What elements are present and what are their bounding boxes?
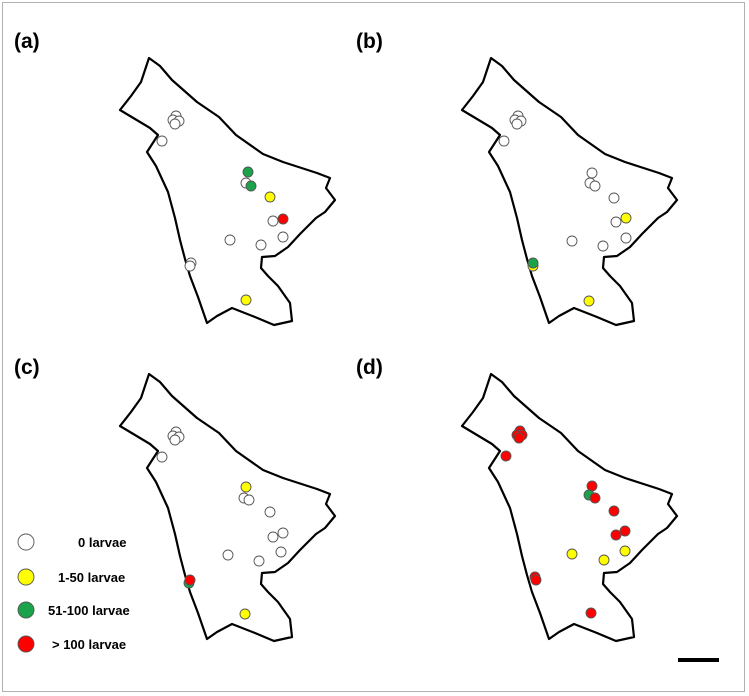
sampling-site-b-5 xyxy=(498,135,510,147)
legend-item-low: 1-50 larvae xyxy=(17,568,125,586)
sampling-site-a-6 xyxy=(242,166,254,178)
sampling-site-b-12 xyxy=(620,232,632,244)
legend-swatch-high xyxy=(17,635,35,653)
sampling-site-a-5 xyxy=(156,135,168,147)
sampling-site-b-6 xyxy=(586,167,598,179)
sampling-site-c-11 xyxy=(267,531,279,543)
sampling-site-d-5 xyxy=(500,450,512,462)
sampling-site-a-16 xyxy=(184,260,196,272)
sampling-site-c-9 xyxy=(264,506,276,518)
sampling-site-d-11 xyxy=(610,529,622,541)
legend-item-high: > 100 larvae xyxy=(17,635,126,653)
legend-label-medium: 51-100 larvae xyxy=(48,603,130,618)
sampling-site-b-14 xyxy=(597,240,609,252)
panel-label-d: (d) xyxy=(356,356,383,379)
map-panel-b: (b) xyxy=(356,30,679,327)
legend-label-low: 1-50 larvae xyxy=(58,570,125,585)
legend-swatch-zero xyxy=(17,533,35,551)
legend-label-zero: 0 larvae xyxy=(78,535,126,550)
sampling-site-a-10 xyxy=(277,213,289,225)
panel-label-b: (b) xyxy=(356,30,383,53)
map-panel-a: (a) xyxy=(14,30,337,327)
sampling-site-b-8 xyxy=(589,180,601,192)
sampling-site-d-9 xyxy=(608,505,620,517)
region-outline-a xyxy=(118,56,337,327)
sampling-site-a-13 xyxy=(224,234,236,246)
region-outline-d xyxy=(460,372,679,643)
sampling-site-d-16 xyxy=(530,574,542,586)
sampling-site-d-13 xyxy=(566,548,578,560)
sampling-site-c-6 xyxy=(240,481,252,493)
panel-label-a: (a) xyxy=(14,30,40,53)
sampling-site-d-12 xyxy=(619,545,631,557)
sampling-site-c-4 xyxy=(169,434,181,446)
sampling-site-c-8 xyxy=(243,494,255,506)
sampling-site-d-8 xyxy=(589,492,601,504)
sampling-site-c-13 xyxy=(222,549,234,561)
sampling-site-d-14 xyxy=(598,554,610,566)
sampling-site-a-8 xyxy=(245,180,257,192)
sampling-site-d-17 xyxy=(585,607,597,619)
sampling-site-d-6 xyxy=(586,480,598,492)
region-outline-b xyxy=(460,56,679,327)
sampling-site-a-14 xyxy=(255,239,267,251)
sampling-site-c-5 xyxy=(156,451,168,463)
legend-item-zero: 0 larvae xyxy=(17,533,126,551)
map-panel-d: (d) xyxy=(356,356,679,643)
region-outline-c xyxy=(118,372,337,643)
sampling-site-a-4 xyxy=(169,118,181,130)
sampling-site-b-4 xyxy=(511,118,523,130)
sampling-site-a-11 xyxy=(267,215,279,227)
sampling-site-a-9 xyxy=(264,191,276,203)
sampling-site-a-12 xyxy=(277,231,289,243)
scale-bar xyxy=(678,658,719,662)
sampling-site-d-4 xyxy=(513,432,525,444)
panel-label-c: (c) xyxy=(14,356,40,379)
legend-label-high: > 100 larvae xyxy=(52,637,126,652)
legend-item-medium: 51-100 larvae xyxy=(17,601,130,619)
sampling-site-c-17 xyxy=(239,608,251,620)
legend-swatch-low xyxy=(17,568,35,586)
sampling-site-b-10 xyxy=(620,212,632,224)
legend: 0 larvae 1-50 larvae 51-100 larvae > 100… xyxy=(17,533,130,653)
sampling-site-b-16 xyxy=(527,257,539,269)
sampling-site-d-10 xyxy=(619,525,631,537)
sampling-site-c-12 xyxy=(275,546,287,558)
sampling-site-b-13 xyxy=(566,235,578,247)
legend-swatch-medium xyxy=(17,601,35,619)
sampling-site-a-17 xyxy=(240,294,252,306)
map-panel-c: (c) xyxy=(14,356,337,643)
sampling-site-b-17 xyxy=(583,295,595,307)
sampling-site-c-16 xyxy=(184,574,196,586)
sampling-site-c-14 xyxy=(253,555,265,567)
sampling-site-b-9 xyxy=(608,192,620,204)
sampling-site-b-11 xyxy=(610,216,622,228)
sampling-site-c-10 xyxy=(277,527,289,539)
